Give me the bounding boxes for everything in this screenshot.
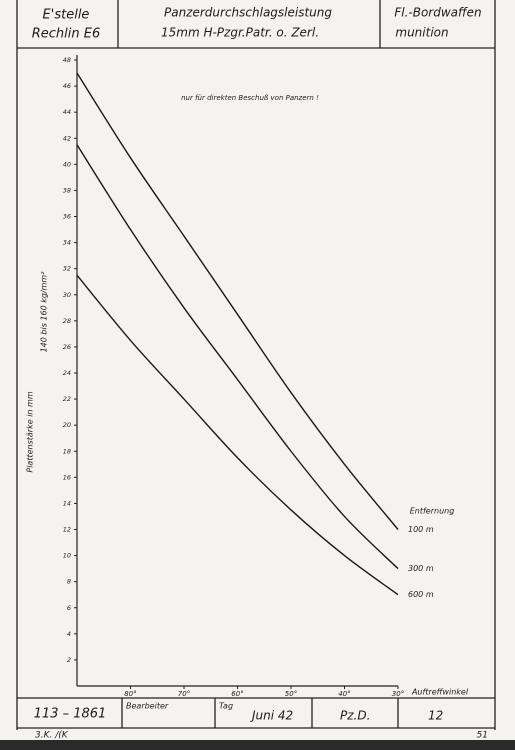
- y-tick-label: 20: [63, 421, 71, 429]
- header-text: Fl.-Bordwaffen: [394, 6, 481, 20]
- y-tick-label: 34: [63, 239, 71, 247]
- y-tick-label: 22: [63, 395, 71, 403]
- curve: [76, 274, 399, 596]
- y-tick-label: 10: [63, 552, 71, 560]
- series-label: 100 m: [408, 525, 434, 534]
- curve: [76, 72, 399, 530]
- series-label: 600 m: [408, 590, 434, 599]
- footer-text: 12: [428, 709, 443, 723]
- footer-text: Pz.D.: [340, 709, 370, 723]
- x-tick-label: 80°: [124, 690, 136, 698]
- header-text: munition: [395, 26, 448, 40]
- y-tick-label: 28: [63, 317, 71, 325]
- x-tick-label: 70°: [178, 690, 190, 698]
- y-tick-label: 4: [67, 630, 71, 638]
- footer-text: 51: [477, 731, 488, 741]
- x-axis-label: Auftreffwinkel: [411, 688, 469, 697]
- y-tick-label: 40: [63, 160, 71, 168]
- y-tick-label: 42: [63, 134, 71, 142]
- y-tick-label: 32: [63, 265, 71, 273]
- y-tick-label: 38: [63, 186, 71, 194]
- footer-text: 3.K. /(K: [35, 731, 69, 741]
- header-text: Panzerdurchschlagsleistung: [164, 6, 332, 20]
- y-axis-label: 140 bis 160 kg/mm²: [40, 271, 49, 353]
- y-tick-label: 2: [67, 656, 71, 664]
- x-tick-label: 50°: [285, 690, 297, 698]
- y-tick-label: 30: [63, 291, 71, 299]
- series-label: 300 m: [408, 564, 434, 573]
- y-tick-label: 24: [63, 369, 71, 377]
- header-text: Rechlin E6: [32, 27, 101, 42]
- curve: [76, 144, 399, 570]
- x-tick-label: 30°: [392, 690, 404, 698]
- y-tick-label: 6: [67, 604, 71, 612]
- scan-edge: [0, 740, 515, 750]
- y-tick-label: 8: [67, 578, 71, 586]
- y-tick-label: 18: [63, 447, 71, 455]
- header-text: E'stelle: [43, 8, 90, 23]
- footer-text: 113 – 1861: [34, 707, 107, 722]
- footer-text: Bearbeiter: [126, 702, 169, 711]
- footer-text: Juni 42: [250, 709, 293, 723]
- x-tick-label: 40°: [338, 690, 350, 698]
- annotation: nur für direkten Beschuß von Panzern !: [181, 94, 319, 102]
- y-tick-label: 16: [63, 473, 71, 481]
- y-tick-label: 44: [63, 108, 71, 116]
- footer-text: Tag: [219, 702, 233, 711]
- y-tick-label: 26: [63, 343, 71, 351]
- legend-title: Entfernung: [410, 507, 455, 516]
- x-tick-label: 60°: [231, 690, 243, 698]
- y-tick-label: 14: [63, 499, 71, 507]
- y-axis-label: Plattenstärke in mm: [26, 391, 35, 472]
- y-tick-label: 12: [63, 526, 71, 534]
- y-tick-label: 46: [63, 82, 71, 90]
- y-tick-label: 48: [63, 56, 71, 64]
- y-tick-label: 36: [63, 213, 71, 221]
- header-text: 15mm H-Pzgr.Patr. o. Zerl.: [161, 26, 319, 40]
